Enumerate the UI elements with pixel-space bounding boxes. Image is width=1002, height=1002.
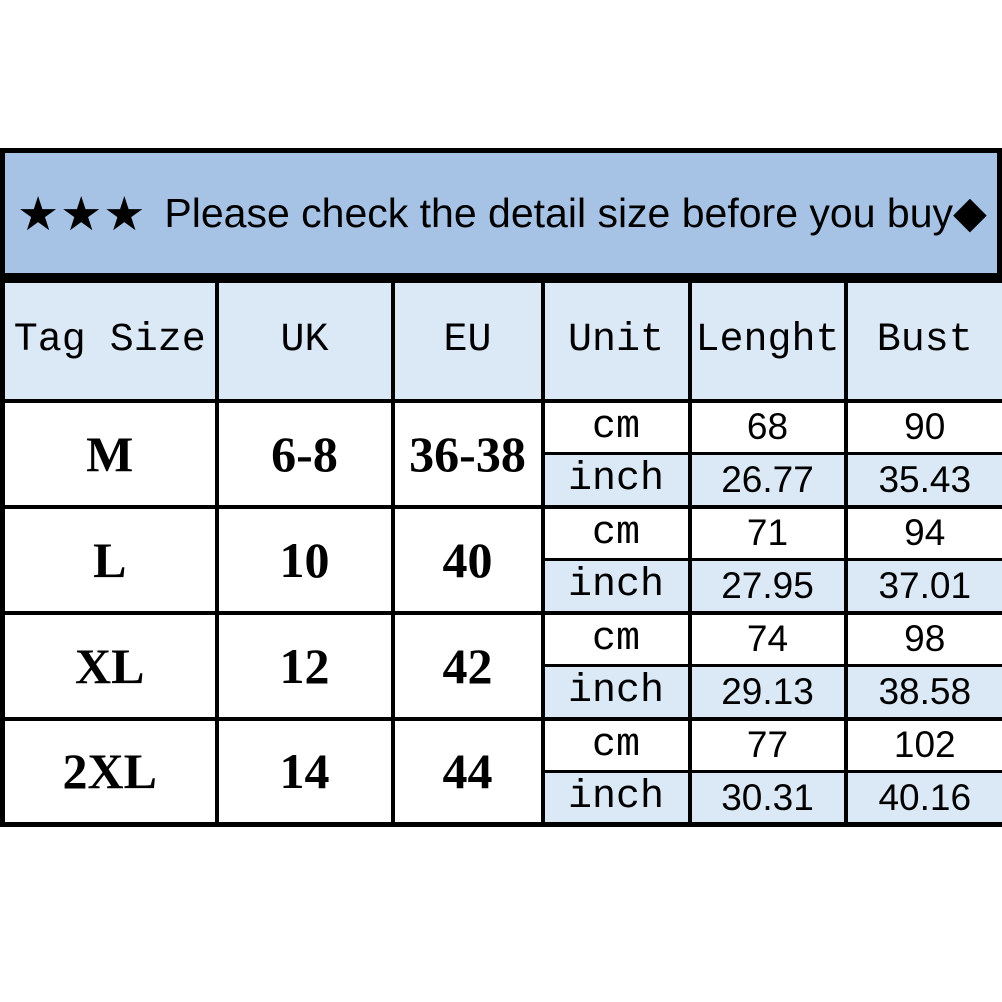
cell-uk: 10: [214, 504, 395, 615]
cell-eu: 40: [390, 504, 545, 615]
header-row: Tag Size UK EU Unit Lenght Bust: [0, 278, 1002, 403]
cell-lenght-cm: 71: [687, 504, 848, 561]
cell-bust-cm: 94: [843, 504, 1002, 561]
cell-unit-inch: inch: [540, 770, 692, 827]
size-row-xl-cm: XL 12 42 cm 74 98: [0, 610, 1002, 721]
header-eu: EU: [390, 278, 545, 403]
size-table: Tag Size UK EU Unit Lenght Bust M 6-8 36…: [0, 278, 1002, 827]
cell-bust-cm: 98: [843, 610, 1002, 667]
cell-bust-inch: 38.58: [843, 664, 1002, 721]
cell-eu: 44: [390, 716, 545, 827]
cell-tag-size: XL: [0, 610, 219, 721]
cell-bust-inch: 37.01: [843, 558, 1002, 615]
notice-banner: ★★★ Please check the detail size before …: [0, 148, 1002, 278]
size-row-l-cm: L 10 40 cm 71 94: [0, 504, 1002, 615]
cell-tag-size: 2XL: [0, 716, 219, 827]
header-lenght: Lenght: [687, 278, 848, 403]
cell-unit-cm: cm: [540, 504, 692, 561]
cell-tag-size: M: [0, 398, 219, 509]
cell-uk: 14: [214, 716, 395, 827]
size-row-2xl-inch: inch 30.31 40.16: [3, 770, 1002, 827]
cell-bust-inch: 35.43: [843, 452, 1002, 509]
cell-lenght-cm: 77: [687, 716, 848, 773]
cell-unit-cm: cm: [540, 398, 692, 455]
cell-lenght-cm: 74: [687, 610, 848, 667]
cell-bust-cm: 90: [843, 398, 1002, 455]
cell-lenght-inch: 26.77: [687, 452, 848, 509]
cell-eu: 36-38: [390, 398, 545, 509]
cell-uk: 12: [214, 610, 395, 721]
size-row-2xl-cm: 2XL 14 44 cm 77 102: [0, 716, 1002, 827]
cell-tag-size: L: [0, 504, 219, 615]
cell-eu: 42: [390, 610, 545, 721]
cell-lenght-inch: 29.13: [687, 664, 848, 721]
cell-unit-cm: cm: [540, 610, 692, 667]
header-tag-size: Tag Size: [0, 278, 219, 403]
banner-message: Please check the detail size before you …: [164, 189, 953, 236]
cell-lenght-inch: 27.95: [687, 558, 848, 615]
cell-unit-cm: cm: [540, 716, 692, 773]
cell-unit-inch: inch: [540, 452, 692, 509]
cell-unit-inch: inch: [540, 558, 692, 615]
cell-uk: 6-8: [214, 398, 395, 509]
diamond-icon: ◆: [953, 188, 987, 237]
cell-lenght-cm: 68: [687, 398, 848, 455]
size-row-m-inch: inch 26.77 35.43: [3, 452, 1002, 509]
cell-bust-inch: 40.16: [843, 770, 1002, 827]
size-row-xl-inch: inch 29.13 38.58: [3, 664, 1002, 721]
cell-unit-inch: inch: [540, 664, 692, 721]
header-bust: Bust: [843, 278, 1002, 403]
cell-lenght-inch: 30.31: [687, 770, 848, 827]
cell-bust-cm: 102: [843, 716, 1002, 773]
header-unit: Unit: [540, 278, 692, 403]
size-row-l-inch: inch 27.95 37.01: [3, 558, 1002, 615]
size-row-m-cm: M 6-8 36-38 cm 68 90: [0, 398, 1002, 509]
header-uk: UK: [214, 278, 395, 403]
stars-icon: ★★★: [17, 186, 147, 240]
